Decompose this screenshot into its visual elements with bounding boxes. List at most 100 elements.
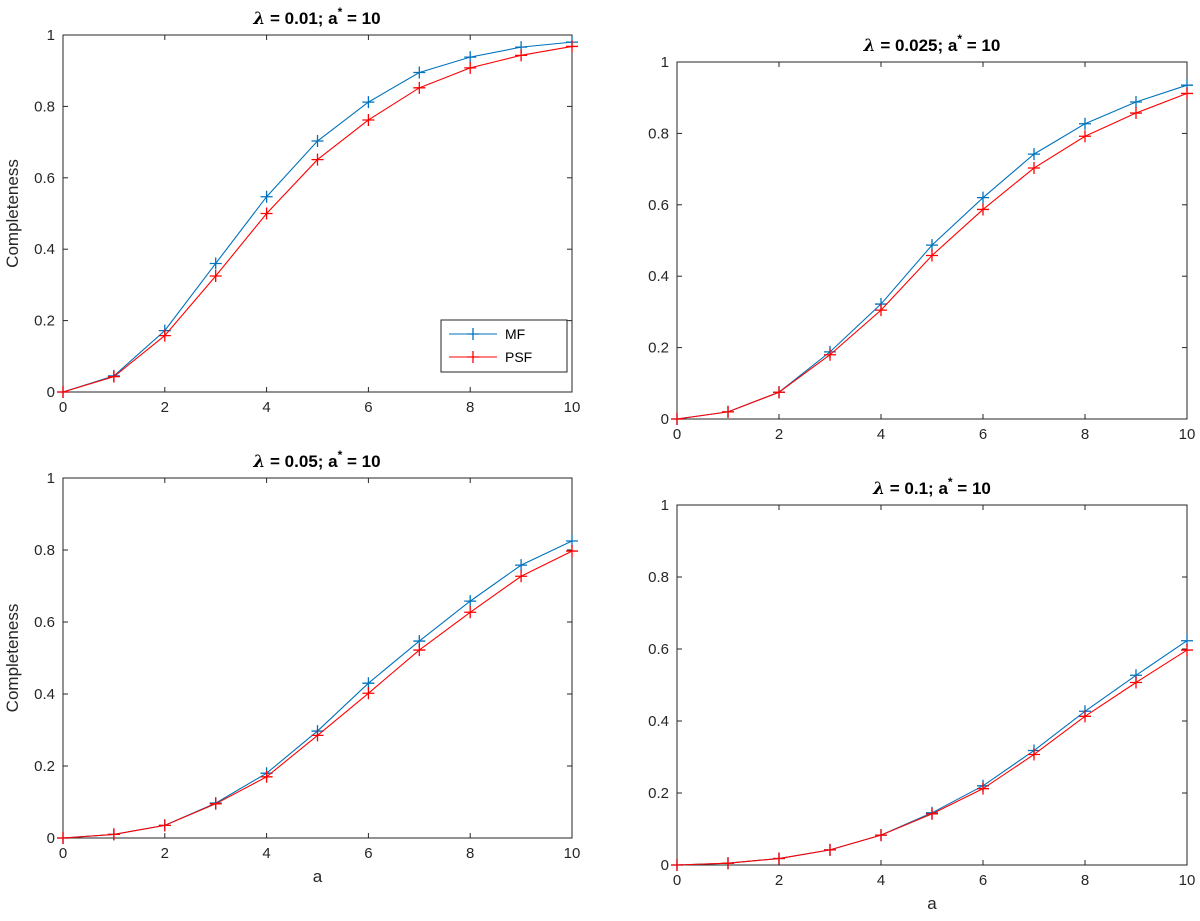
- title-text-end: = 10: [342, 9, 380, 28]
- data-point-psf: [107, 828, 120, 841]
- y-tick-label: 1: [47, 27, 55, 44]
- data-point-mf: [413, 66, 426, 79]
- data-point-mf: [209, 257, 222, 270]
- chart-title: λ = 0.025; a* = 10: [863, 32, 1001, 56]
- data-point-psf: [1079, 710, 1091, 723]
- y-tick-label: 0.2: [34, 758, 55, 775]
- data-point-psf: [260, 207, 273, 220]
- legend-box: [440, 319, 568, 373]
- data-point-psf: [1130, 107, 1142, 120]
- x-tick-label: 8: [466, 399, 474, 416]
- x-tick-label: 10: [1179, 872, 1196, 889]
- y-tick-label: 0: [47, 384, 55, 401]
- data-point-psf: [1028, 748, 1040, 761]
- y-tick-label: 0.8: [34, 542, 55, 559]
- chart-title: λ = 0.1; a* = 10: [872, 475, 991, 499]
- x-tick-label: 2: [775, 426, 783, 443]
- data-point-psf: [464, 606, 477, 619]
- x-tick-label: 8: [1081, 426, 1089, 443]
- x-tick-label: 6: [364, 399, 372, 416]
- x-tick-label: 2: [161, 845, 169, 862]
- data-point-mf: [926, 239, 938, 252]
- data-point-mf: [566, 535, 578, 547]
- data-point-psf: [1181, 87, 1193, 100]
- data-point-psf: [875, 304, 887, 317]
- data-point-mf: [464, 595, 477, 608]
- y-tick-label: 0.4: [648, 713, 669, 730]
- y-tick-label: 0.4: [648, 268, 669, 285]
- data-point-mf: [515, 559, 528, 572]
- data-point-psf: [158, 329, 171, 342]
- data-point-mf: [362, 677, 375, 690]
- x-tick-label: 2: [161, 399, 169, 416]
- title-text: = 0.025; a: [876, 36, 958, 55]
- title-lambda: λ: [872, 479, 885, 499]
- y-tick-label: 0.6: [648, 641, 669, 658]
- x-tick-label: 4: [262, 399, 270, 416]
- legend-label-psf: PSF: [505, 349, 532, 365]
- y-tick-label: 0.6: [648, 197, 669, 214]
- data-point-psf: [773, 386, 785, 399]
- x-tick-label: 4: [877, 426, 885, 443]
- y-tick-label: 0: [661, 411, 669, 428]
- title-lambda: λ: [252, 452, 265, 472]
- x-tick-label: 0: [59, 845, 67, 862]
- x-tick-label: 0: [673, 426, 681, 443]
- y-tick-label: 0: [661, 857, 669, 874]
- x-tick-label: 4: [877, 872, 885, 889]
- data-point-psf: [464, 61, 477, 74]
- chart-title: λ = 0.05; a* = 10: [252, 448, 380, 472]
- chart-panel-3: 0 2 4 6 8 10 0 0.2 0.4 0.6 0.8 1 λ = 0.05; a* = 10 Co…: [3, 448, 580, 886]
- y-tick-label: 0.8: [34, 98, 55, 115]
- title-text: = 0.1; a: [885, 479, 948, 498]
- x-tick-label: 6: [364, 845, 372, 862]
- y-tick-label: 1: [661, 497, 669, 514]
- legend-marker-psf: [467, 351, 479, 363]
- title-superscript: *: [957, 32, 962, 46]
- data-point-psf: [722, 405, 734, 418]
- data-point-psf: [311, 153, 324, 166]
- x-tick-label: 6: [979, 426, 987, 443]
- x-axis-label: a: [927, 894, 937, 913]
- plot-area: [62, 477, 573, 839]
- data-point-mf: [362, 96, 375, 109]
- data-point-psf: [566, 40, 578, 53]
- data-point-psf: [824, 348, 836, 361]
- data-point-psf: [1028, 162, 1040, 175]
- x-tick-label: 6: [979, 872, 987, 889]
- data-point-mf: [1079, 117, 1091, 130]
- y-tick-label: 0.8: [648, 125, 669, 142]
- data-point-mf: [1130, 95, 1142, 108]
- x-tick-label: 2: [775, 872, 783, 889]
- x-tick-label: 10: [564, 399, 581, 416]
- data-point-mf: [260, 190, 273, 203]
- data-point-psf: [515, 49, 528, 62]
- y-tick-label: 0: [47, 830, 55, 847]
- data-point-psf: [515, 570, 528, 583]
- data-point-psf: [362, 687, 375, 700]
- title-text-end: = 10: [962, 36, 1000, 55]
- data-point-psf: [311, 729, 324, 742]
- data-point-psf: [362, 113, 375, 126]
- chart-panel-1: 0 2 4 6 8 10 0 0.2 0.4 0.6 0.8 1 λ = 0.01; a* = 10 Co…: [3, 5, 580, 416]
- data-point-psf: [926, 249, 938, 262]
- title-lambda: λ: [252, 9, 265, 29]
- title-lambda: λ: [863, 36, 876, 56]
- title-superscript: *: [948, 475, 953, 489]
- data-point-psf: [57, 386, 69, 398]
- data-point-psf: [671, 413, 683, 425]
- legend-marker-mf: [467, 328, 479, 340]
- data-point-mf: [1028, 148, 1040, 161]
- y-tick-label: 0.2: [34, 313, 55, 330]
- x-tick-label: 0: [59, 399, 67, 416]
- legend-label-mf: MF: [505, 326, 525, 342]
- chart-panel-4: 0 2 4 6 8 10 0 0.2 0.4 0.6 0.8 1 λ = 0.1; a* = 10 a: [648, 475, 1195, 913]
- data-point-psf: [158, 819, 171, 832]
- title-superscript: *: [338, 5, 343, 19]
- data-point-psf: [773, 852, 785, 865]
- data-point-psf: [875, 829, 887, 842]
- data-point-psf: [1130, 676, 1142, 689]
- x-tick-label: 4: [262, 845, 270, 862]
- data-point-psf: [413, 644, 426, 657]
